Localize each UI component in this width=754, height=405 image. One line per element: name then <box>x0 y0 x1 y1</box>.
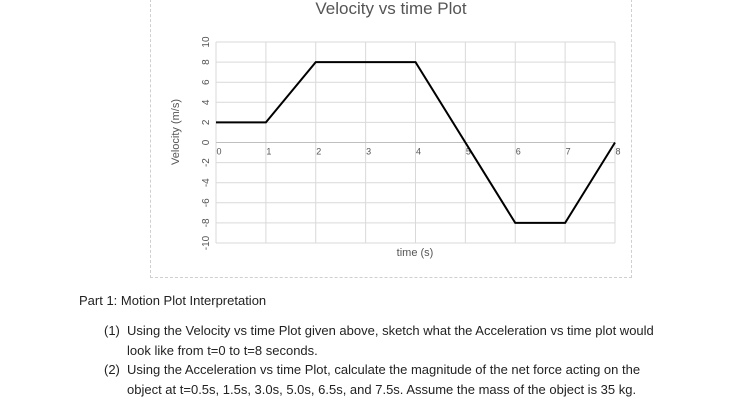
velocity-series-line <box>216 61 616 224</box>
y-tick-label: -4 <box>201 178 212 187</box>
y-tick-label: -6 <box>201 198 212 207</box>
y-tick-label: -10 <box>201 235 212 250</box>
y-tick-label: 6 <box>201 79 212 85</box>
y-tick-label: 8 <box>201 59 212 65</box>
series-layer <box>216 61 616 224</box>
chart-frame: Velocity vs time Plot Velocity (m/s) tim… <box>150 0 632 278</box>
x-tick-label: 1 <box>266 147 271 157</box>
x-tick-label: 4 <box>416 147 421 157</box>
x-tick-label: 8 <box>615 147 620 157</box>
x-tick-label: 2 <box>316 147 321 157</box>
question-1-line-1: Using the Velocity vs time Plot given ab… <box>127 323 654 338</box>
chart-title: Velocity vs time Plot <box>315 0 466 18</box>
question-2-line-2: object at t=0.5s, 1.5s, 3.0s, 5.0s, 6.5s… <box>127 382 637 397</box>
question-2-number: (2) <box>104 362 120 377</box>
x-tick-label: 3 <box>366 147 371 157</box>
part-title: Part 1: Motion Plot Interpretation <box>79 293 267 308</box>
y-tick-label: 2 <box>201 119 212 125</box>
velocity-time-chart: Velocity vs time Plot Velocity (m/s) tim… <box>170 0 621 259</box>
y-tick-label: 10 <box>201 36 212 48</box>
tick-labels: 10 8 6 4 2 0 -2 -4 -6 -8 -10 0 1 2 3 4 5 6 7 8 <box>201 36 621 250</box>
y-tick-label: -2 <box>201 158 212 167</box>
question-1-line-2: look like from t=0 to t=8 seconds. <box>127 343 318 358</box>
y-tick-label: -8 <box>201 218 212 227</box>
y-tick-label: 0 <box>201 139 212 145</box>
x-tick-label: 0 <box>216 147 221 157</box>
x-tick-label: 7 <box>566 147 571 157</box>
x-tick-label: 6 <box>516 147 521 157</box>
question-1-number: (1) <box>104 323 120 338</box>
x-tick-label: 5 <box>466 147 471 157</box>
grid <box>215 41 616 244</box>
y-axis-label: Velocity (m/s) <box>170 99 182 165</box>
y-tick-label: 4 <box>201 99 212 105</box>
x-axis-label: time (s) <box>397 247 434 259</box>
question-2-line-1: Using the Acceleration vs time Plot, cal… <box>127 362 641 377</box>
